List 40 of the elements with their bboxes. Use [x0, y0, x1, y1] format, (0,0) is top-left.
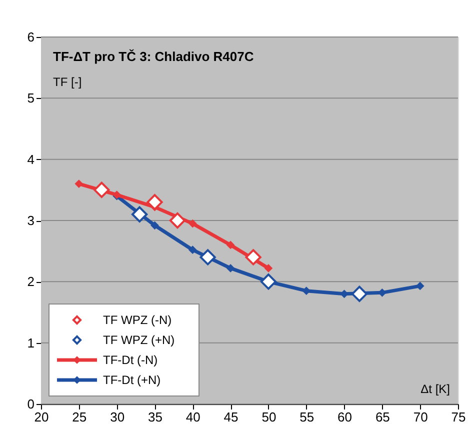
x-tick-label: 45 [224, 410, 238, 424]
y-tick-label: 5 [27, 90, 34, 106]
x-tick-label: 75 [451, 410, 466, 424]
point [351, 286, 368, 302]
point [200, 249, 216, 266]
point [188, 219, 197, 228]
x-tick-label: 50 [262, 410, 276, 424]
legend-label: TF-Dt (+N) [103, 373, 161, 387]
text: TF-ΔT pro TČ 3: Chladivo R407C [53, 49, 254, 64]
x-tick-label: 70 [413, 410, 428, 424]
point [169, 212, 186, 229]
y-tick-label: 1 [27, 335, 34, 350]
point [131, 206, 148, 222]
point [226, 240, 235, 250]
point [264, 264, 273, 272]
x-tick-label: 65 [375, 410, 390, 424]
point [74, 180, 84, 188]
y-tick-label: 3 [27, 213, 34, 228]
point [245, 249, 262, 266]
legend-label: TF WPZ (-N) [103, 313, 172, 327]
x-tick-label: 60 [338, 410, 352, 424]
point [150, 221, 159, 230]
y-tick-label: 0 [27, 396, 34, 412]
point [94, 182, 110, 198]
y-tick-label: 4 [27, 152, 34, 167]
legend-label: TF WPZ (+N) [103, 333, 175, 347]
point [188, 246, 197, 254]
y-axis-title: TF [-] [53, 75, 82, 89]
point [226, 264, 235, 272]
x-tick-label: 40 [186, 410, 200, 424]
x-tick-label: 55 [300, 410, 314, 424]
x-axis-title: Δt [K] [420, 382, 450, 396]
x-tick-label: 35 [148, 410, 162, 424]
point [260, 274, 277, 290]
y-tick-label: 2 [27, 274, 34, 290]
x-tick-label: 20 [34, 410, 49, 424]
y-tick-label: 6 [27, 30, 34, 44]
x-tick-label: 25 [72, 410, 87, 424]
legend-label: TF-Dt (-N) [103, 353, 158, 367]
x-tick-label: 30 [110, 410, 125, 424]
